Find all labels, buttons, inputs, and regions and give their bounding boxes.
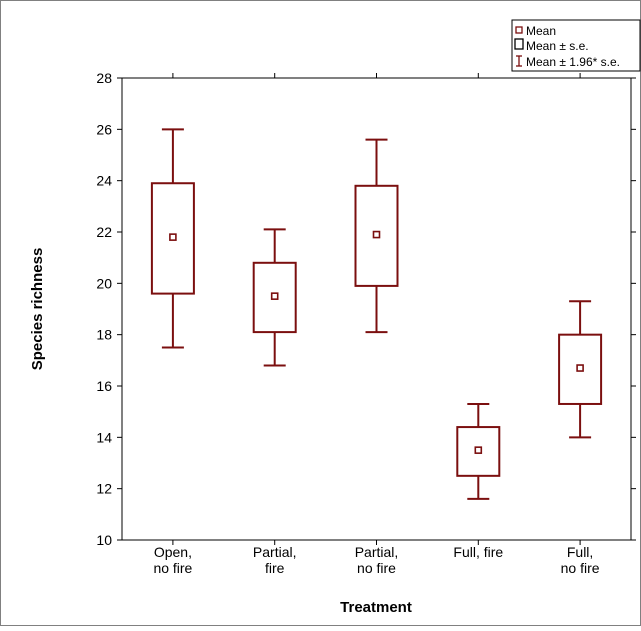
y-tick-label: 24 [96,173,112,189]
legend-ci-icon [516,55,522,67]
x-tick-label: Open, no fire [153,544,192,576]
mean-marker [474,446,483,454]
x-tick-label: Partial, fire [253,544,297,576]
legend-se-icon [514,38,524,50]
y-tick-label: 26 [96,121,112,137]
y-tick-label: 28 [96,70,112,86]
se-box [456,426,501,477]
mean-marker [270,292,279,300]
y-tick-label: 22 [96,224,112,240]
x-axis-title: Treatment [340,599,412,616]
box-group [354,138,399,334]
box-group [150,128,195,349]
mean-marker [576,364,584,372]
y-axis-title: Species richness [29,248,46,371]
x-axis: Open, no fire Partial, fire Partial, no fire F… [153,73,600,576]
mean-marker [372,230,381,239]
legend-box [511,19,641,72]
y-tick-label: 18 [96,327,112,343]
box-group [252,228,297,367]
box-group [558,300,603,439]
mean-marker [169,233,177,241]
legend: Mean Mean ± s.e. Mean ± 1.96* s.e. [511,19,641,72]
x-tick-label: Full, fire [453,544,503,560]
legend-mean-label: Mean [526,24,556,38]
legend-ci-label: Mean ± 1.96* s.e. [526,55,620,69]
se-box [150,182,195,295]
y-tick-label: 10 [96,532,112,548]
y-tick-label: 12 [96,481,112,497]
x-tick-label: Full, no fire [561,544,600,576]
y-tick-label: 14 [96,429,112,445]
chart-marks [150,128,603,500]
legend-se-label: Mean ± s.e. [526,39,589,53]
se-box [558,333,603,405]
y-axis: 10 12 14 16 18 20 22 24 26 28 [96,70,636,548]
y-tick-label: 20 [96,275,112,291]
legend-mean-icon [515,26,523,34]
box-group [456,402,501,500]
y-tick-label: 16 [96,378,112,394]
x-tick-label: Partial, no fire [355,544,399,576]
se-box [252,261,297,334]
se-box [354,184,399,287]
